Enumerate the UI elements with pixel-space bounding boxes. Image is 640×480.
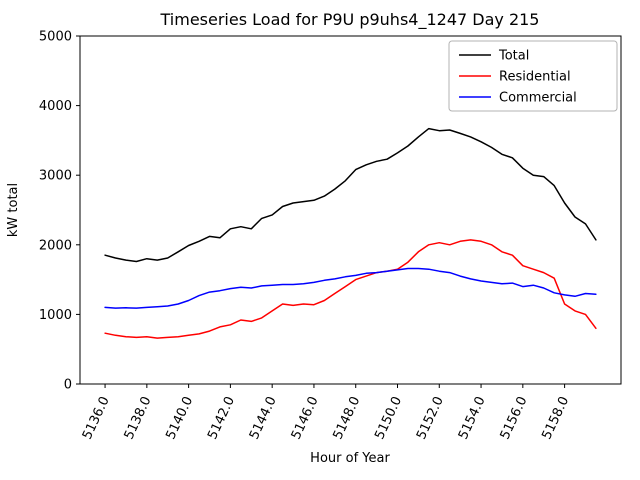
x-tick-label: 5152.0 (414, 394, 447, 442)
y-tick-label: 4000 (39, 99, 72, 114)
x-tick-label: 5136.0 (80, 394, 113, 442)
x-tick-label: 5156.0 (498, 394, 531, 442)
legend-label: Commercial (499, 91, 577, 106)
y-tick-label: 1000 (39, 308, 72, 323)
y-tick-label: 3000 (39, 169, 72, 184)
x-tick-label: 5142.0 (205, 394, 238, 442)
plot-frame (79, 35, 622, 385)
series-line-total (104, 127, 597, 263)
x-tick-label: 5138.0 (122, 394, 155, 442)
x-tick-label: 5146.0 (289, 394, 322, 442)
series-line-commercial (104, 267, 597, 309)
y-tick-label: 2000 (39, 238, 72, 253)
x-tick-label: 5140.0 (163, 394, 196, 442)
series-line-residential (104, 239, 597, 339)
x-axis-ticks: 5136.0 5138.0 5140.0 5142.0 5144.0 5146.0 5148… (80, 384, 572, 442)
legend-item-total: Total (459, 49, 529, 64)
plot-border (79, 35, 622, 385)
legend-label: Total (498, 49, 529, 64)
x-tick-label: 5150.0 (372, 394, 405, 442)
legend-item-residential: Residential (459, 70, 571, 85)
x-tick-label: 5148.0 (331, 394, 364, 442)
y-tick-label: 5000 (39, 30, 72, 45)
series-lines (104, 127, 597, 339)
chart-title: Timeseries Load for P9U p9uhs4_1247 Day … (160, 10, 540, 30)
x-tick-label: 5158.0 (539, 394, 572, 442)
x-tick-label: 5154.0 (456, 394, 489, 442)
legend-box (448, 40, 618, 112)
legend: Total Residential Commercial (448, 40, 618, 112)
x-axis-label: Hour of Year (310, 451, 390, 466)
y-tick-label: 0 (64, 378, 72, 393)
legend-label: Residential (499, 70, 571, 85)
legend-item-commercial: Commercial (459, 91, 577, 106)
x-tick-label: 5144.0 (247, 394, 280, 442)
y-axis-label: kW total (6, 183, 21, 237)
y-axis-ticks: 0 1000 2000 3000 4000 5000 (39, 30, 80, 393)
